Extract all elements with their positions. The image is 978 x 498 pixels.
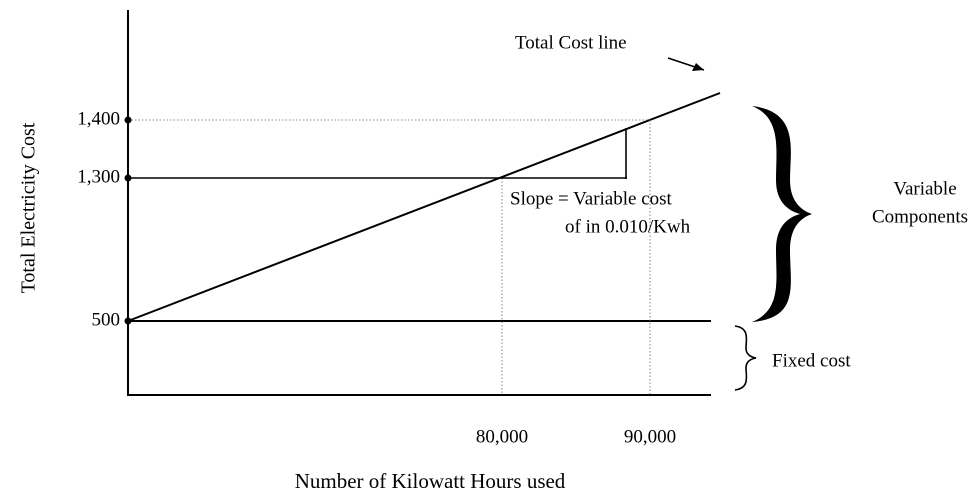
x-axis-title: Number of Kilowatt Hours used	[295, 469, 566, 493]
fixed-label: Fixed cost	[772, 350, 851, 371]
x-label: 80,000	[476, 426, 528, 447]
point	[124, 174, 132, 182]
total-cost-label: Total Cost line	[515, 32, 627, 53]
point	[124, 116, 132, 124]
y-axis-title: Total Electricity Cost	[18, 122, 40, 293]
y-label: 1,400	[77, 108, 120, 129]
y-label: 1,300	[77, 166, 120, 187]
fixed-brace	[734, 325, 757, 391]
arrow-head	[692, 63, 704, 71]
variable-label: Variable	[893, 178, 956, 199]
y-label: 500	[92, 309, 121, 330]
variable-label: Components	[872, 206, 968, 227]
x-label: 90,000	[624, 426, 676, 447]
total-cost-line	[127, 92, 721, 322]
point	[124, 317, 132, 325]
slope-label: Slope = Variable cost	[510, 188, 673, 209]
variable-brace	[752, 106, 812, 322]
slope-label: of in 0.010/Kwh	[565, 216, 691, 237]
